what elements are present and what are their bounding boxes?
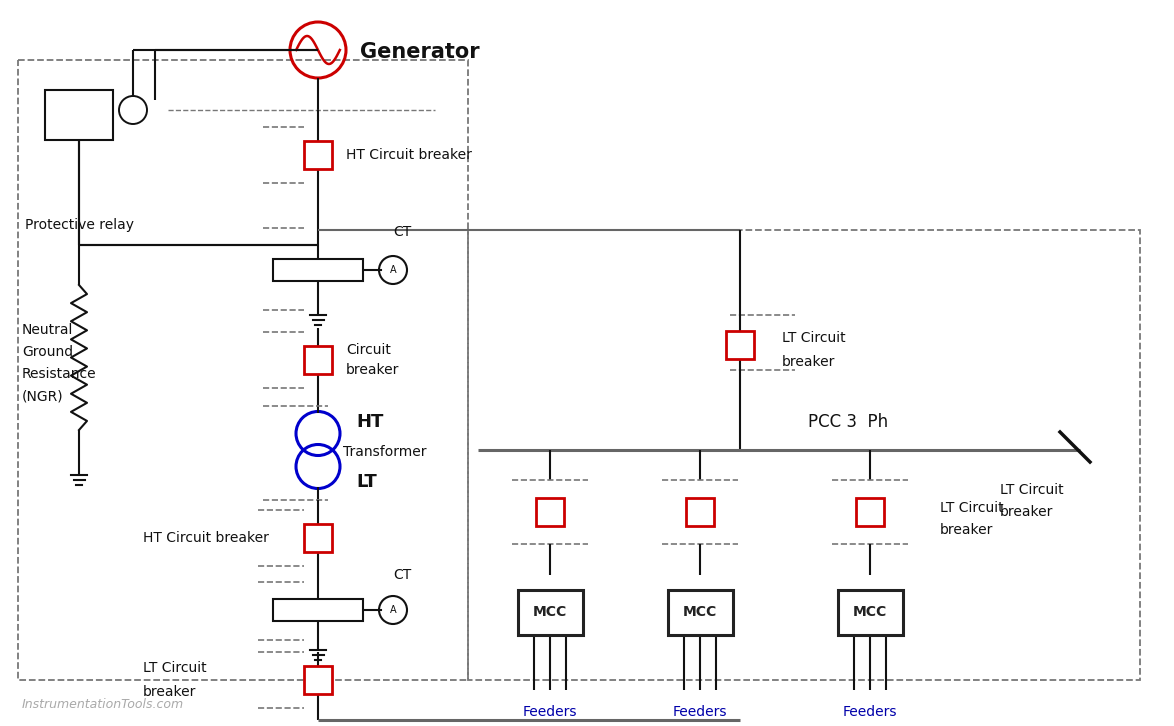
Text: breaker: breaker — [782, 355, 836, 369]
Text: Transformer: Transformer — [343, 445, 426, 459]
Text: Feeders: Feeders — [843, 705, 897, 719]
Text: LT: LT — [356, 473, 377, 491]
Bar — [18, 60, 468, 680]
Bar — [304, 524, 332, 552]
Text: HT Circuit breaker: HT Circuit breaker — [346, 148, 472, 162]
Text: Protective relay: Protective relay — [25, 218, 134, 232]
Text: CT: CT — [393, 225, 411, 239]
Text: breaker: breaker — [1000, 505, 1053, 519]
Bar — [518, 590, 582, 635]
Text: breaker: breaker — [940, 523, 993, 537]
Text: MCC: MCC — [683, 605, 717, 619]
Text: Feeders: Feeders — [673, 705, 727, 719]
Text: breaker: breaker — [346, 363, 399, 377]
Bar — [726, 331, 754, 359]
Bar — [45, 90, 113, 140]
Text: MCC: MCC — [533, 605, 567, 619]
Text: A: A — [390, 265, 397, 275]
Text: CT: CT — [393, 568, 411, 582]
Text: LT Circuit: LT Circuit — [1000, 483, 1064, 497]
Text: Resistance: Resistance — [22, 367, 96, 381]
Text: HT Circuit breaker: HT Circuit breaker — [143, 531, 269, 545]
Text: Generator: Generator — [360, 42, 480, 62]
Text: Ground: Ground — [22, 345, 73, 359]
Bar — [304, 346, 332, 374]
Text: A: A — [390, 605, 397, 615]
Text: LT Circuit: LT Circuit — [940, 501, 1004, 515]
Bar — [304, 666, 332, 694]
Text: Neutral: Neutral — [22, 323, 73, 337]
Bar — [856, 498, 884, 526]
Bar — [274, 599, 363, 621]
Bar — [837, 590, 903, 635]
Bar — [537, 498, 564, 526]
Text: InstrumentationTools.com: InstrumentationTools.com — [22, 698, 184, 711]
Text: breaker: breaker — [143, 685, 196, 699]
Text: PCC 3  Ph: PCC 3 Ph — [808, 413, 888, 431]
Text: LT Circuit: LT Circuit — [143, 661, 207, 675]
Text: MCC: MCC — [852, 605, 888, 619]
Bar — [686, 498, 714, 526]
Text: LT Circuit: LT Circuit — [782, 331, 845, 345]
Bar — [668, 590, 733, 635]
Bar — [274, 259, 363, 281]
Bar — [304, 141, 332, 169]
Text: HT: HT — [356, 413, 384, 431]
Text: Circuit: Circuit — [346, 343, 391, 357]
Text: (NGR): (NGR) — [22, 389, 63, 403]
Bar — [468, 230, 1140, 680]
Text: Feeders: Feeders — [522, 705, 578, 719]
